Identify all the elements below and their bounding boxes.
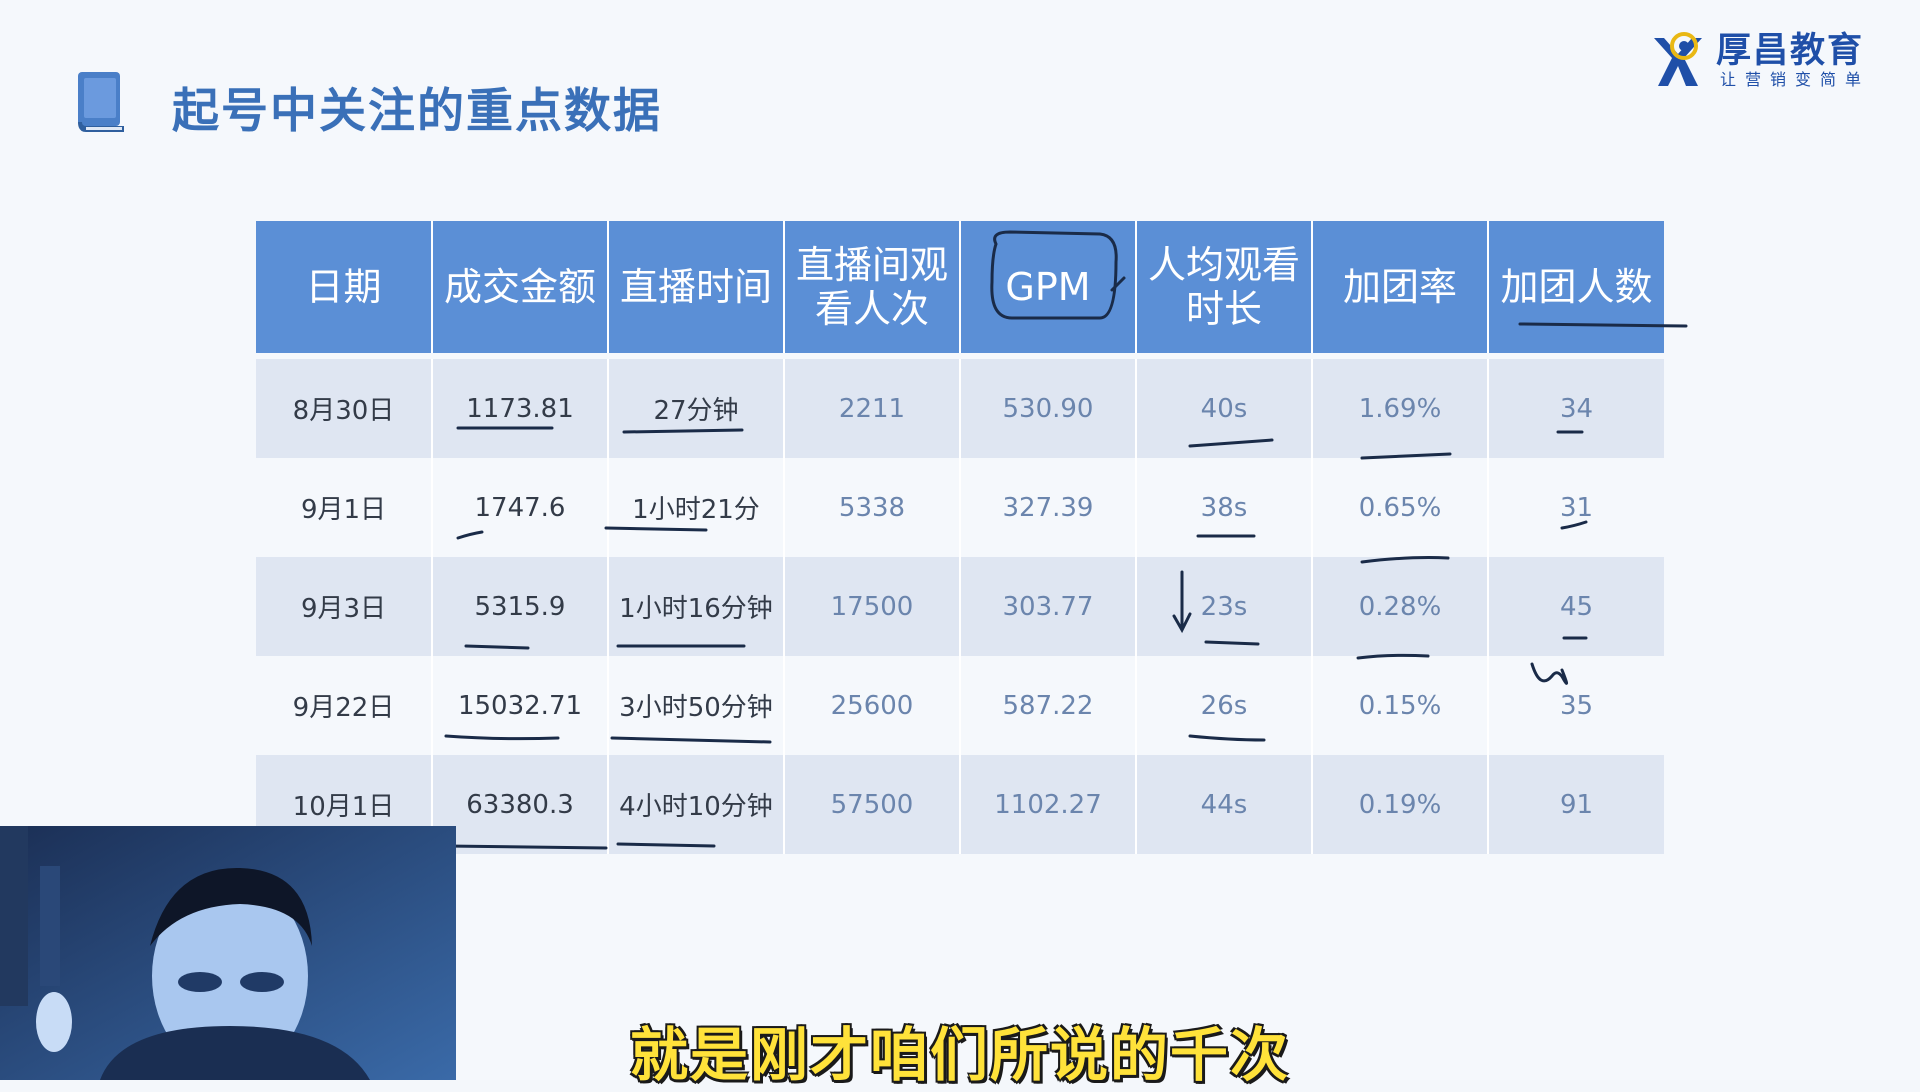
table-row: 9月3日 5315.9 1小时16分钟 17500 303.77 23s 0.2… [256, 557, 1664, 656]
table-row: 10月1日 63380.3 4小时10分钟 57500 1102.27 44s … [256, 755, 1664, 854]
cell-live-duration: 4小时10分钟 [608, 755, 785, 854]
cell-gpm: 530.90 [960, 359, 1137, 458]
cell-join-count: 91 [1488, 755, 1664, 854]
cell-viewers: 25600 [784, 656, 961, 755]
cell-join-rate: 0.65% [1312, 458, 1489, 557]
cell-avg-watch-time: 44s [1136, 755, 1313, 854]
col-header-join-count: 加团人数 [1488, 221, 1664, 353]
cell-live-duration: 1小时16分钟 [608, 557, 785, 656]
cell-date: 9月1日 [256, 458, 433, 557]
cell-date: 9月3日 [256, 557, 433, 656]
video-subtitle: 就是刚才咱们所说的千次 [629, 1021, 1290, 1089]
cell-gmv: 1173.81 [432, 359, 609, 458]
cell-date: 9月22日 [256, 656, 433, 755]
cell-join-count: 45 [1488, 557, 1664, 656]
cell-live-duration: 27分钟 [608, 359, 785, 458]
logo-name: 厚昌教育 [1716, 31, 1865, 71]
logo-mark-icon [1654, 32, 1702, 86]
cell-join-rate: 0.15% [1312, 656, 1489, 755]
cell-gmv: 15032.71 [432, 656, 609, 755]
cell-viewers: 57500 [784, 755, 961, 854]
cell-avg-watch-time: 26s [1136, 656, 1313, 755]
cell-gpm: 587.22 [960, 656, 1137, 755]
data-table: 日期 成交金额 直播时间 直播间观看人次 GPM 人均观看时长 加团率 加团人数… [256, 221, 1664, 854]
cell-date: 8月30日 [256, 359, 433, 458]
cell-join-rate: 0.19% [1312, 755, 1489, 854]
col-header-live-duration: 直播时间 [608, 221, 785, 353]
brand-logo: 厚昌教育 让营销变简单 [1650, 22, 1880, 92]
col-header-gpm: GPM [960, 221, 1137, 353]
cell-gpm: 1102.27 [960, 755, 1137, 854]
cell-gmv: 5315.9 [432, 557, 609, 656]
cell-live-duration: 1小时21分 [608, 458, 785, 557]
table-row: 8月30日 1173.81 27分钟 2211 530.90 40s 1.69%… [256, 359, 1664, 458]
webcam-feed [0, 826, 456, 1080]
cell-avg-watch-time: 23s [1136, 557, 1313, 656]
cell-gpm: 303.77 [960, 557, 1137, 656]
cell-join-rate: 1.69% [1312, 359, 1489, 458]
cell-join-count: 31 [1559, 492, 1594, 523]
table-row: 9月1日 1747.6 1小时21分 5338 327.39 38s 0.65%… [256, 458, 1664, 557]
table-header-row: 日期 成交金额 直播时间 直播间观看人次 GPM 人均观看时长 加团率 加团人数 [256, 221, 1664, 353]
cell-gmv: 63380.3 [432, 755, 609, 854]
cell-viewers: 17500 [784, 557, 961, 656]
col-header-date: 日期 [256, 221, 433, 353]
table-row: 9月22日 15032.71 3小时50分钟 25600 587.22 26s … [256, 656, 1664, 755]
col-header-join-rate: 加团率 [1312, 221, 1489, 353]
cell-join-rate: 0.28% [1312, 557, 1489, 656]
col-header-viewers: 直播间观看人次 [784, 221, 961, 353]
page-title: 起号中关注的重点数据 [172, 84, 662, 139]
book-icon [78, 72, 124, 132]
logo-slogan: 让营销变简单 [1720, 70, 1871, 89]
cell-gmv: 1747.6 [432, 458, 609, 557]
cell-viewers: 5338 [784, 458, 961, 557]
cell-avg-watch-time: 38s [1136, 458, 1313, 557]
cell-join-count: 34 [1488, 359, 1664, 458]
cell-live-duration: 3小时50分钟 [608, 656, 785, 755]
cell-join-count: 35 [1559, 690, 1594, 721]
col-header-avg-watch-time: 人均观看时长 [1136, 221, 1313, 353]
cell-gpm: 327.39 [960, 458, 1137, 557]
col-header-gmv: 成交金额 [432, 221, 609, 353]
cell-viewers: 2211 [784, 359, 961, 458]
cell-avg-watch-time: 40s [1136, 359, 1313, 458]
